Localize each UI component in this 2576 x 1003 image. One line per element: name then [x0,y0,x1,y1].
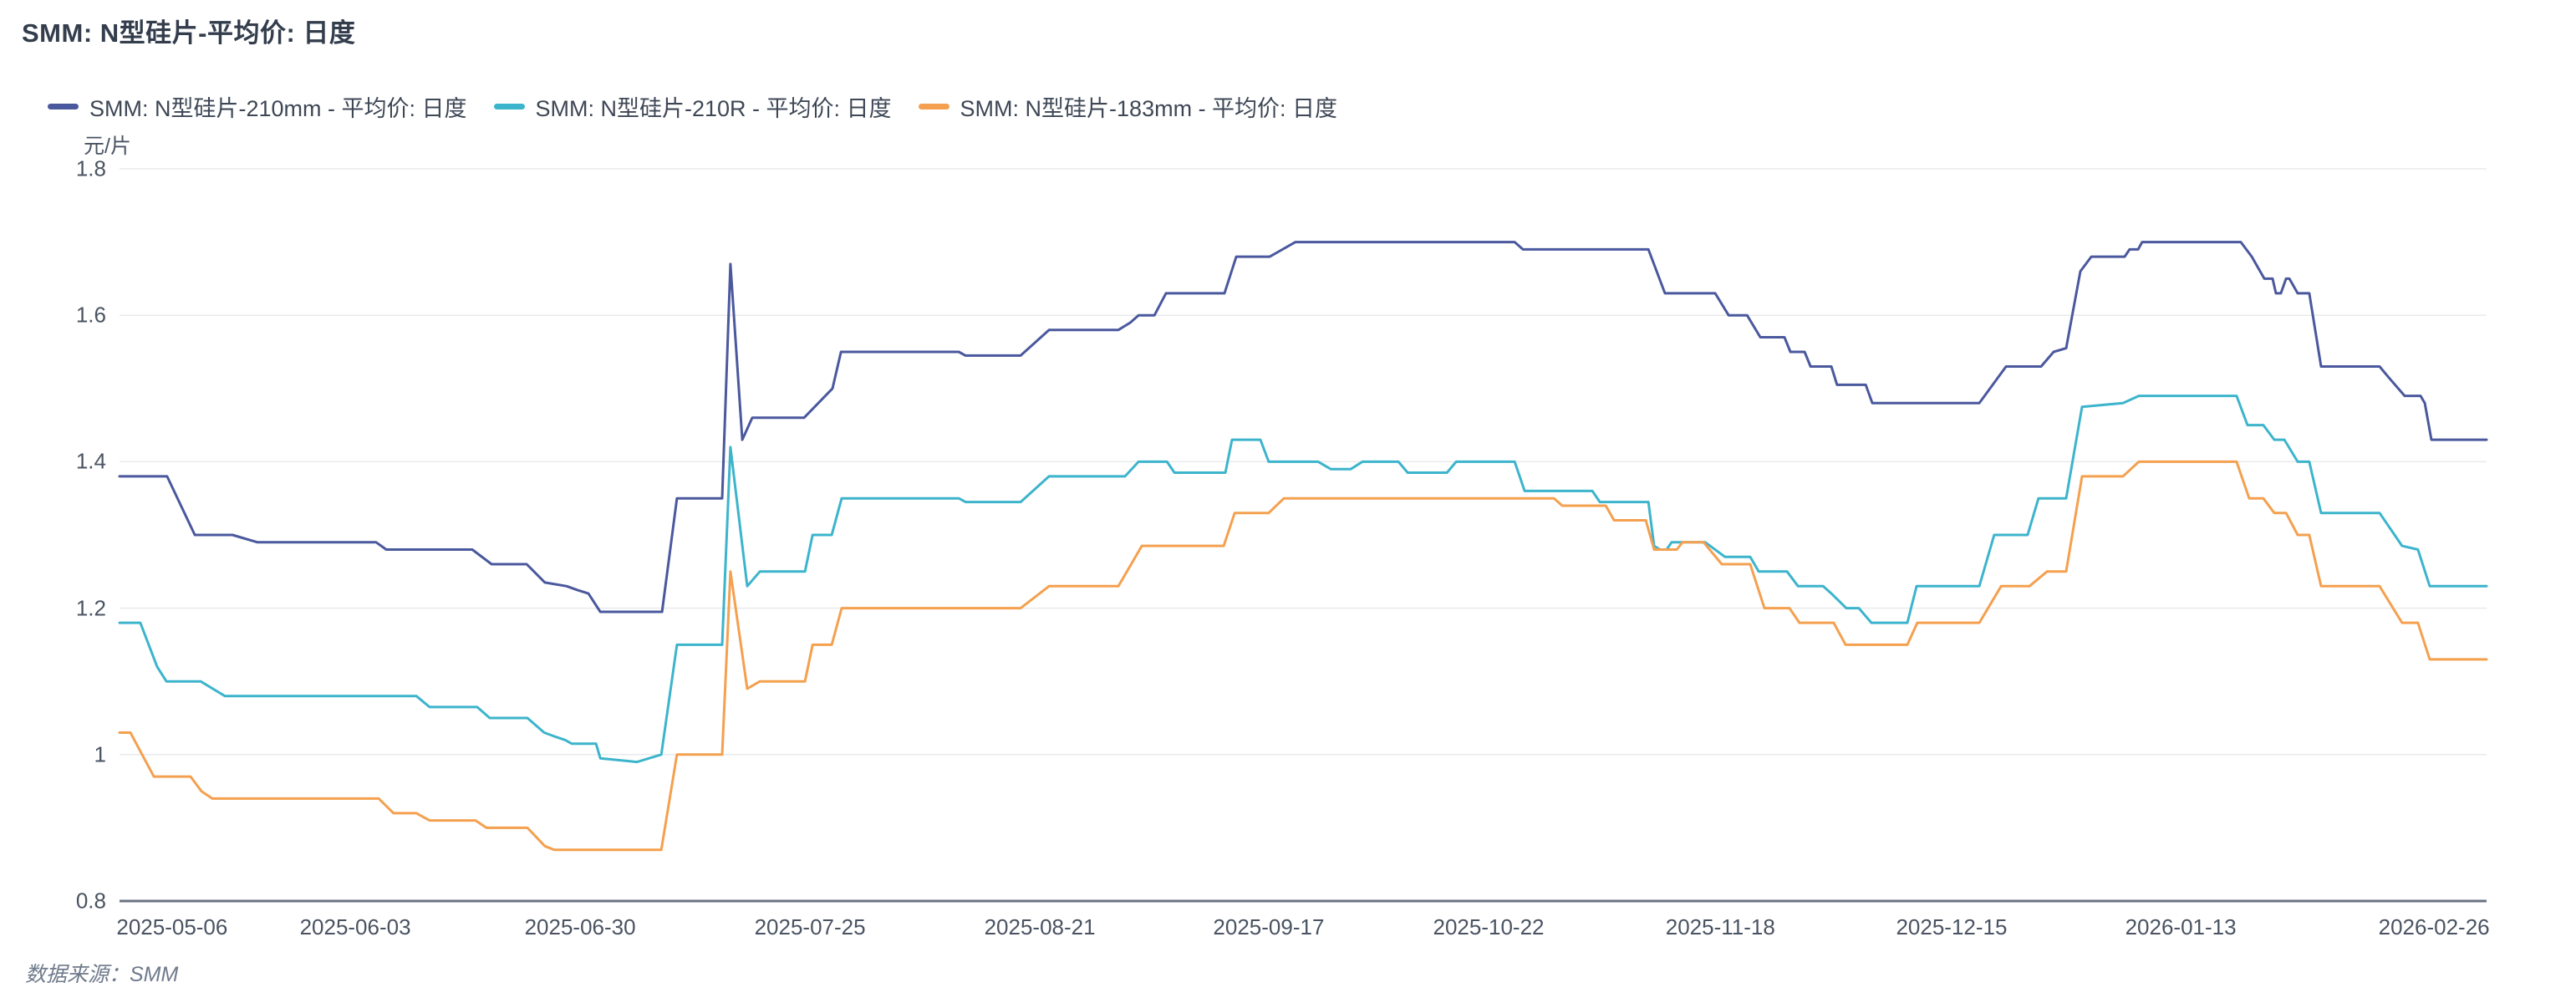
series-line [118,460,2488,852]
chart-title: SMM: N型硅片-平均价: 日度 [22,18,356,48]
y-tick-label: 1.2 [75,595,106,621]
x-tick-label: 2025-06-30 [524,914,636,939]
x-tick-label: 2025-09-17 [1213,914,1325,939]
y-tick-label: 0.8 [75,888,106,914]
series-line [118,241,2488,614]
x-tick-label: 2025-11-18 [1665,914,1775,939]
x-tick-label: 2025-12-15 [1896,914,2008,939]
x-tick-label: 2025-06-03 [299,914,411,939]
chart-legend: SMM: N型硅片-210mm - 平均价: 日度 SMM: N型硅片-210R… [48,90,1337,123]
x-tick-label: 2025-10-22 [1433,914,1545,939]
x-tick-label: 2025-05-06 [116,914,228,939]
y-tick-label: 1.8 [75,155,106,181]
price-line-chart-canvas[interactable] [118,168,2488,903]
data-source-note: 数据来源：SMM [25,963,179,986]
y-tick-label: 1.4 [75,448,106,474]
legend-label-210mm: SMM: N型硅片-210mm - 平均价: 日度 [89,96,467,121]
legend-swatch-183mm-icon [918,104,949,109]
y-axis-unit-label: 元/片 [84,135,131,158]
legend-item-210mm[interactable]: SMM: N型硅片-210mm - 平均价: 日度 [48,90,467,123]
legend-item-183mm[interactable]: SMM: N型硅片-183mm - 平均价: 日度 [918,90,1338,123]
x-tick-label: 2025-08-21 [984,914,1096,939]
legend-swatch-210R-icon [493,104,525,109]
legend-swatch-210mm-icon [48,104,79,109]
y-tick-label: 1.6 [75,302,106,328]
legend-label-183mm: SMM: N型硅片-183mm - 平均价: 日度 [960,96,1338,121]
legend-item-210R[interactable]: SMM: N型硅片-210R - 平均价: 日度 [493,90,892,123]
series-line [118,395,2488,764]
legend-label-210R: SMM: N型硅片-210R - 平均价: 日度 [535,96,892,121]
x-tick-label: 2026-02-26 [2378,914,2490,939]
x-tick-label: 2026-01-13 [2125,914,2237,939]
y-tick-label: 1 [94,741,106,767]
x-tick-label: 2025-07-25 [754,914,866,939]
